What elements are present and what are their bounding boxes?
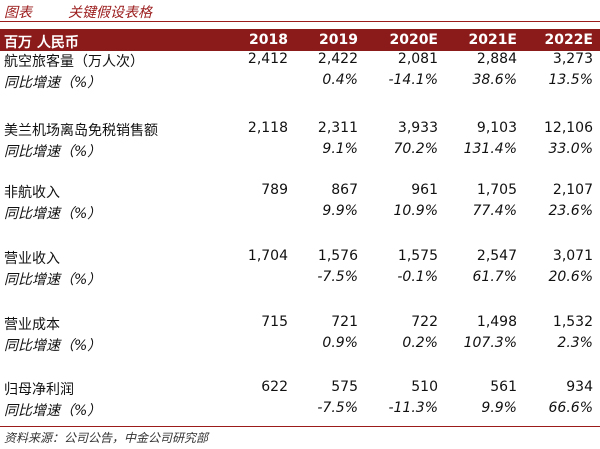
growth-cell: -11.3% xyxy=(388,400,438,416)
row-label: 非航收入 xyxy=(4,185,60,201)
title-divider xyxy=(0,21,600,22)
value-cell: 2,884 xyxy=(476,51,517,67)
growth-label: 同比增速（%） xyxy=(4,75,102,91)
value-cell: 721 xyxy=(331,314,358,330)
growth-cell: 66.6% xyxy=(548,400,593,416)
value-cell: 789 xyxy=(261,182,288,198)
value-cell: 1,704 xyxy=(247,248,288,264)
col-header-2022e: 2022E xyxy=(544,32,593,48)
figure-title-bar: 图表 关键假设表格 xyxy=(0,0,600,22)
value-cell: 3,273 xyxy=(552,51,593,67)
value-cell: 510 xyxy=(411,379,438,395)
col-header-2018: 2018 xyxy=(249,32,288,48)
bottom-divider xyxy=(0,426,600,427)
growth-cell: 0.2% xyxy=(402,335,438,351)
growth-cell: 20.6% xyxy=(548,269,593,285)
row-label: 航空旅客量（万人次） xyxy=(4,54,144,70)
value-cell: 1,575 xyxy=(397,248,438,264)
figure-label: 图表 xyxy=(4,5,32,21)
col-header-2019: 2019 xyxy=(319,32,358,48)
value-cell: 961 xyxy=(411,182,438,198)
growth-label: 同比增速（%） xyxy=(4,144,102,160)
row-label: 营业成本 xyxy=(4,317,60,333)
value-cell: 575 xyxy=(331,379,358,395)
row-label: 归母净利润 xyxy=(4,382,74,398)
value-cell: 722 xyxy=(411,314,438,330)
unit-header: 百万 人民币 xyxy=(4,35,79,51)
value-cell: 1,705 xyxy=(476,182,517,198)
growth-cell: 77.4% xyxy=(472,203,517,219)
growth-cell: 9.9% xyxy=(322,203,358,219)
value-cell: 2,311 xyxy=(317,120,358,136)
growth-label: 同比增速（%） xyxy=(4,206,102,222)
growth-label: 同比增速（%） xyxy=(4,338,102,354)
col-header-2020e: 2020E xyxy=(389,32,438,48)
table-header: 百万 人民币 2018 2019 2020E 2021E 2022E xyxy=(0,29,600,51)
growth-cell: 2.3% xyxy=(557,335,593,351)
growth-cell: 9.9% xyxy=(481,400,517,416)
row-label: 美兰机场离岛免税销售额 xyxy=(4,123,158,139)
row-label: 营业收入 xyxy=(4,251,60,267)
value-cell: 12,106 xyxy=(544,120,593,136)
source-note: 资料来源：公司公告，中金公司研究部 xyxy=(4,431,209,445)
growth-cell: 33.0% xyxy=(548,141,593,157)
growth-cell: 107.3% xyxy=(463,335,517,351)
value-cell: 2,412 xyxy=(247,51,288,67)
growth-cell: -7.5% xyxy=(317,400,358,416)
figure-title: 关键假设表格 xyxy=(68,5,152,21)
value-cell: 1,532 xyxy=(552,314,593,330)
value-cell: 2,107 xyxy=(552,182,593,198)
value-cell: 1,498 xyxy=(476,314,517,330)
growth-cell: 38.6% xyxy=(472,72,517,88)
growth-cell: 9.1% xyxy=(322,141,358,157)
value-cell: 2,118 xyxy=(247,120,288,136)
growth-cell: 61.7% xyxy=(472,269,517,285)
value-cell: 867 xyxy=(331,182,358,198)
value-cell: 3,071 xyxy=(552,248,593,264)
value-cell: 2,081 xyxy=(397,51,438,67)
value-cell: 715 xyxy=(261,314,288,330)
growth-label: 同比增速（%） xyxy=(4,272,102,288)
growth-cell: -7.5% xyxy=(317,269,358,285)
growth-cell: 0.4% xyxy=(322,72,358,88)
growth-cell: 10.9% xyxy=(393,203,438,219)
growth-cell: -0.1% xyxy=(397,269,438,285)
growth-cell: 131.4% xyxy=(463,141,517,157)
value-cell: 2,547 xyxy=(476,248,517,264)
col-header-2021e: 2021E xyxy=(468,32,517,48)
value-cell: 3,933 xyxy=(397,120,438,136)
growth-cell: -14.1% xyxy=(388,72,438,88)
growth-cell: 23.6% xyxy=(548,203,593,219)
value-cell: 2,422 xyxy=(317,51,358,67)
value-cell: 1,576 xyxy=(317,248,358,264)
value-cell: 561 xyxy=(490,379,517,395)
growth-cell: 0.9% xyxy=(322,335,358,351)
value-cell: 934 xyxy=(566,379,593,395)
growth-cell: 13.5% xyxy=(548,72,593,88)
value-cell: 622 xyxy=(261,379,288,395)
growth-label: 同比增速（%） xyxy=(4,403,102,419)
value-cell: 9,103 xyxy=(476,120,517,136)
growth-cell: 70.2% xyxy=(393,141,438,157)
